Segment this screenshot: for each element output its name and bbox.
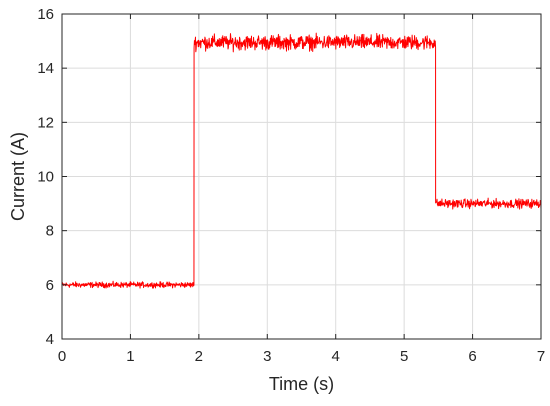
x-tick-label: 7 xyxy=(537,348,545,365)
x-tick-label: 2 xyxy=(195,348,203,365)
x-axis-label: Time (s) xyxy=(269,374,334,394)
y-tick-label: 6 xyxy=(46,277,54,294)
x-tick-label: 0 xyxy=(58,348,66,365)
y-axis-label: Current (A) xyxy=(8,132,28,221)
ticks xyxy=(61,13,542,340)
grid xyxy=(62,14,541,339)
y-tick-label: 8 xyxy=(46,223,54,240)
x-tick-label: 6 xyxy=(468,348,476,365)
x-tick-label: 3 xyxy=(263,348,271,365)
y-tick-label: 12 xyxy=(37,114,54,131)
y-tick-label: 16 xyxy=(37,6,54,23)
x-tick-label: 5 xyxy=(400,348,408,365)
current-trace xyxy=(61,32,542,289)
x-tick-label: 4 xyxy=(332,348,340,365)
trace-layer xyxy=(61,32,542,289)
y-tick-label: 4 xyxy=(46,331,54,348)
y-tick-label: 10 xyxy=(37,169,54,186)
x-tick-label: 1 xyxy=(126,348,134,365)
y-tick-label: 14 xyxy=(37,60,54,77)
